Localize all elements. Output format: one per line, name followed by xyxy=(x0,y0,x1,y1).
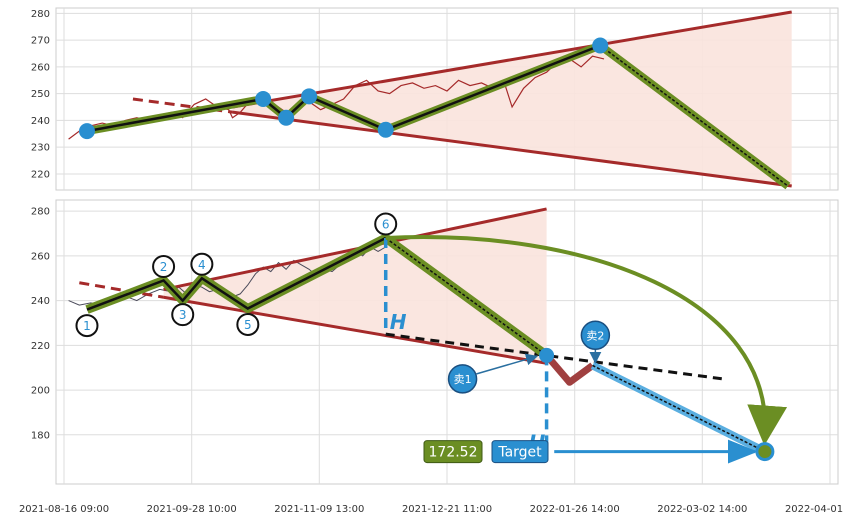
target-label-text: Target xyxy=(497,445,542,461)
pattern-point-label: 2 xyxy=(160,260,168,274)
sell2-label: 卖2 xyxy=(586,329,604,342)
pattern-point-label: 1 xyxy=(83,319,91,333)
top-ytick-label: 230 xyxy=(31,143,50,154)
pattern-point-marker xyxy=(75,314,99,338)
top-pattern-line xyxy=(86,44,601,133)
top-wedge-fill xyxy=(232,12,792,186)
top-target-path xyxy=(599,44,789,187)
top-pattern-point xyxy=(377,121,394,138)
bottom-ytick-label: 280 xyxy=(31,207,50,218)
pattern-point-marker xyxy=(374,212,398,236)
top-plot-area xyxy=(68,10,792,190)
pattern-point-label: 5 xyxy=(244,318,252,332)
pattern-point-marker xyxy=(236,312,260,336)
sell1-badge xyxy=(447,364,478,394)
pattern-point-marker xyxy=(171,303,195,327)
top-upper-trendline xyxy=(232,10,792,109)
top-ytick-label: 280 xyxy=(31,9,50,20)
bottom-ytick-label: 240 xyxy=(31,296,50,307)
top-pattern-point xyxy=(592,37,609,54)
pattern-point-label: 4 xyxy=(198,258,206,272)
sell1-label: 卖1 xyxy=(454,373,472,386)
bottom-lower-trendline-dashed xyxy=(79,281,164,299)
top-pattern-point xyxy=(301,88,318,105)
bottom-ytick-label: 200 xyxy=(31,386,50,397)
bottom-wedge-fill xyxy=(163,208,547,364)
target-value-box xyxy=(423,440,483,464)
bottom-ytick-label: 180 xyxy=(31,430,50,441)
target-label-box xyxy=(491,440,549,464)
top-pattern-point xyxy=(255,91,272,107)
xtick-label: 2022-03-02 14:00 xyxy=(657,504,747,515)
target-value-text: 172.52 xyxy=(429,445,478,461)
xtick-label: 2021-09-28 10:00 xyxy=(147,504,237,515)
neckline xyxy=(385,332,723,381)
pattern-point-label: 3 xyxy=(179,308,187,322)
xtick-label: 2021-12-21 11:00 xyxy=(402,504,492,515)
sell1-pointer xyxy=(476,353,539,375)
xtick-label: 2021-08-16 09:00 xyxy=(19,504,109,515)
bottom-ytick-label: 260 xyxy=(31,251,50,262)
top-ytick-label: 270 xyxy=(31,36,50,47)
top-ytick-label: 240 xyxy=(31,116,50,127)
bottom-pattern-line xyxy=(86,236,387,311)
sell2-badge xyxy=(580,320,611,351)
top-ytick-label: 220 xyxy=(31,169,50,180)
top-ytick-label: 260 xyxy=(31,62,50,73)
pattern-point-marker xyxy=(152,255,176,279)
xtick-label: 2022-04-01 10:00 xyxy=(785,504,844,515)
bottom-ytick-label: 220 xyxy=(31,341,50,352)
top-pattern-point xyxy=(78,123,95,140)
xtick-label: 2021-11-09 13:00 xyxy=(274,504,364,515)
target-point xyxy=(755,442,775,462)
bottom-breakdown-path xyxy=(385,237,548,357)
target-leg-line xyxy=(592,364,766,453)
projection-arc xyxy=(385,235,788,446)
bottom-panel: 180 200 220 240 260 280 2021-08-16 09:00 2021-0… xyxy=(19,199,844,515)
top-pattern-point xyxy=(278,109,295,126)
pullback-band xyxy=(543,353,595,386)
xtick-label: 2022-01-26 14:00 xyxy=(530,504,620,515)
pattern-point-label: 6 xyxy=(382,218,390,232)
top-panel: 220 230 240 250 260 270 280 xyxy=(31,7,839,191)
top-lower-trendline xyxy=(232,110,792,188)
height-label-pattern: H xyxy=(390,310,407,334)
breakout-point xyxy=(539,347,555,363)
top-ytick-label: 250 xyxy=(31,89,50,100)
pattern-point-marker xyxy=(190,252,214,276)
bottom-lower-trendline xyxy=(163,295,547,365)
